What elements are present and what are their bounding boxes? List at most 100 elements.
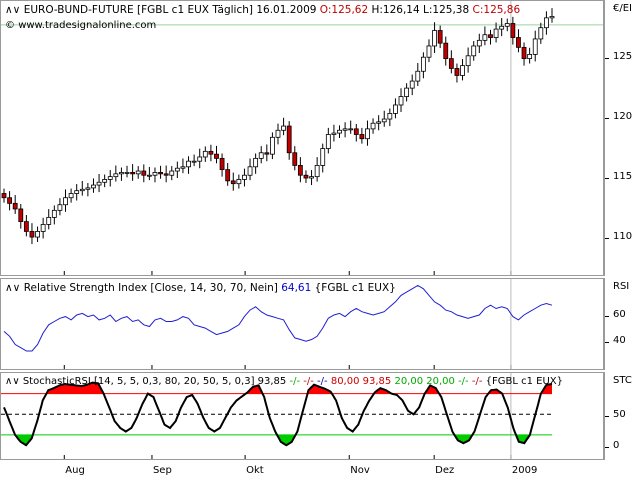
candle-body [18, 208, 24, 223]
candle-body [499, 25, 505, 30]
overbought-fill [246, 385, 262, 394]
candle-body [320, 148, 326, 166]
website-text: www.tradesignalonline.com [18, 20, 157, 31]
candle-body [387, 113, 393, 120]
candle-body [437, 30, 443, 44]
candle-body [253, 157, 259, 168]
candle-body [270, 136, 275, 155]
candle-body [169, 170, 175, 176]
candle-body [331, 132, 337, 135]
y-tick-label: 60 [613, 309, 626, 320]
x-tick-label: Aug [65, 465, 85, 476]
candle-body [504, 23, 510, 27]
rsi-chart [3, 279, 553, 369]
candle-body [68, 193, 74, 199]
candle-body [46, 216, 52, 225]
candle-body [91, 184, 96, 189]
indicator-icon: ∧∨ [5, 376, 20, 387]
x-tick-label: 2009 [511, 465, 538, 476]
period-label: Täglich] [212, 4, 253, 16]
candle-body [549, 16, 555, 19]
overbought-values: 80,00 93,85 [330, 376, 392, 387]
stoch-pane[interactable]: ∧∨ StochasticRSI [14, 5, 5, 0,3, 80, 20,… [0, 372, 604, 460]
x-tick-label: Okt [246, 465, 264, 476]
candle-body [460, 65, 465, 76]
y-tick-label: 110 [613, 231, 633, 242]
candle-body [85, 187, 91, 190]
date-label: 16.01.2009 [256, 4, 317, 16]
candle-body [527, 53, 533, 60]
candle-body [124, 172, 130, 174]
candle-body [281, 125, 286, 131]
rsi-label: Relative Strength Index [Close, 14, 30, … [23, 282, 278, 294]
rsi-pane[interactable]: ∧∨ Relative Strength Index [Close, 14, 3… [0, 278, 604, 370]
candle-body [96, 181, 102, 186]
rsi-value: 64,61 [281, 282, 312, 294]
candle-body [454, 68, 460, 76]
candle-body [163, 173, 169, 176]
candle-body [404, 87, 410, 97]
candle-body [79, 188, 85, 192]
y-tick-label: 0 [613, 440, 620, 451]
candle-body [482, 34, 488, 41]
copyright-icon: © [5, 20, 15, 31]
candle-body [214, 153, 219, 159]
rsi-title: ∧∨ Relative Strength Index [Close, 14, 3… [5, 282, 396, 294]
candle-body [186, 160, 191, 168]
rsi-line [3, 284, 553, 352]
candle-body [219, 157, 225, 171]
y-tick-label: 120 [613, 111, 633, 122]
candle-body [325, 134, 331, 149]
candle-body [448, 58, 454, 69]
x-tick-label: Sep [152, 465, 172, 476]
stoch-axis-label: STC [613, 375, 632, 386]
candle-body [376, 121, 382, 124]
candle-body [7, 197, 12, 204]
stoch-axis: STC 50 0 [604, 372, 640, 460]
candle-body [197, 156, 203, 162]
candle-body [488, 34, 493, 38]
candle-body [521, 46, 527, 60]
candle-body [74, 190, 80, 194]
candle-body [432, 30, 437, 47]
candle-body [230, 180, 236, 185]
y-tick-label: 115 [613, 171, 633, 182]
indicator-icon: ∧∨ [5, 4, 21, 16]
candle-body [152, 172, 158, 176]
close-value: C:125,86 [472, 4, 521, 16]
indicator-icon: ∧∨ [5, 282, 21, 294]
stoch-line [3, 381, 553, 447]
candle-body [141, 170, 147, 176]
candle-body [1, 193, 7, 199]
candle-body [415, 70, 421, 82]
price-pane[interactable]: ∧∨ EURO-BUND-FUTURE [FGBL c1 EUX Täglich… [0, 0, 604, 276]
candle-body [365, 128, 370, 140]
candle-body [174, 167, 180, 172]
candle-body [191, 160, 197, 163]
candle-body [35, 231, 40, 238]
candle-body [398, 96, 404, 106]
low-value: L:125,38 [423, 4, 470, 16]
candle-body [353, 128, 359, 135]
candle-body [130, 172, 136, 175]
stoch-value: 93,85 [257, 376, 287, 387]
candle-body [544, 17, 549, 29]
candle-body [57, 204, 63, 211]
candle-body [135, 170, 141, 175]
price-chart [1, 1, 603, 275]
y-tick-label: 125 [613, 51, 633, 62]
candle-body [471, 45, 477, 57]
overbought-fill [540, 384, 552, 394]
candle-body [63, 197, 68, 206]
candle-body [337, 129, 342, 134]
x-tick-label: Dez [435, 465, 455, 476]
oversold-values: 20,00 20,00 [394, 376, 455, 387]
candle-body [107, 176, 113, 180]
candle-body [208, 150, 214, 155]
candle-body [476, 39, 482, 47]
candle-body [275, 129, 281, 138]
candle-body [381, 118, 387, 123]
candle-body [286, 125, 292, 154]
candle-body [493, 28, 499, 38]
candle-body [158, 172, 163, 175]
